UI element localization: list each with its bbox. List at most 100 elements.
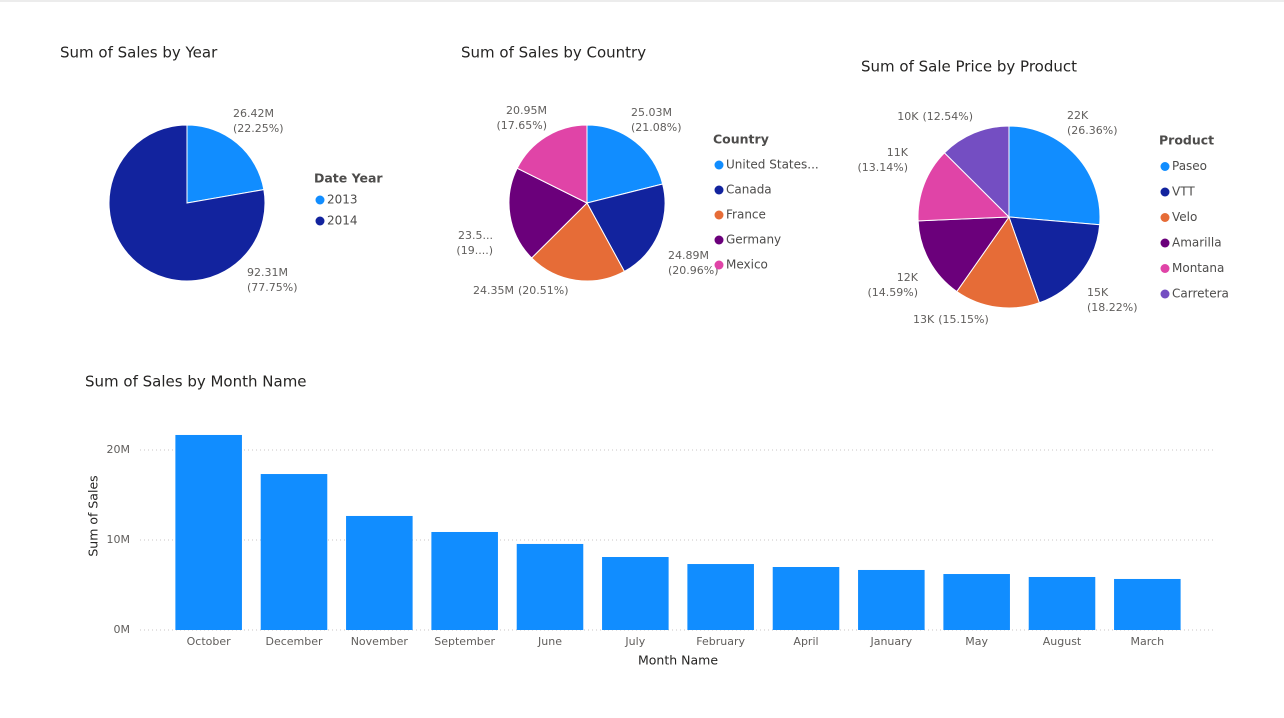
legend-marker: [1160, 213, 1170, 222]
data-label-value: 15K: [1087, 286, 1109, 299]
bar: [687, 564, 754, 630]
bar: [858, 569, 925, 630]
legend-label: VTT: [1172, 185, 1195, 199]
data-label-percent: (26.36%): [1067, 124, 1118, 137]
pie-slice: [586, 183, 666, 273]
x-tick-label: September: [434, 635, 495, 648]
bar: [602, 557, 669, 630]
data-label: 13K (15.15%): [913, 313, 989, 326]
data-label: 26.42M (22.25%): [233, 107, 284, 135]
x-tick-label: February: [696, 635, 745, 648]
pie-slice: [186, 124, 265, 204]
y-tick-label: 20M: [107, 443, 131, 456]
legend-title: Date Year: [314, 171, 383, 186]
pie-slice: [516, 124, 588, 204]
y-axis-title: Sum of Sales: [86, 475, 101, 556]
pie-slice: [956, 215, 1041, 309]
data-label-value: 26.42M: [233, 107, 274, 120]
legend-label: 2014: [327, 214, 358, 228]
data-label-value: 10K: [897, 110, 919, 123]
bar: [516, 543, 584, 630]
legend-label: Montana: [1172, 261, 1224, 275]
data-label: 12K (14.59%): [867, 271, 918, 299]
legend-label: Amarilla: [1172, 236, 1222, 250]
bar: [1028, 576, 1096, 630]
bar: [260, 474, 328, 630]
legend-marker: [1160, 187, 1170, 197]
bar: [943, 574, 1010, 630]
pie-slice: [943, 125, 1010, 219]
x-tick-label: August: [1043, 635, 1082, 648]
legend-label: Germany: [726, 233, 781, 247]
legend-marker: [714, 160, 724, 170]
legend-label: Canada: [726, 183, 772, 197]
chart-title: Sum of Sale Price by Product: [861, 58, 1077, 76]
legend-title: Product: [1159, 133, 1214, 148]
bar: [772, 567, 840, 630]
x-tick-label: March: [1131, 635, 1165, 648]
legend-label: Mexico: [726, 258, 768, 272]
x-tick-label: November: [351, 635, 409, 648]
data-label-percent: (14.59%): [867, 286, 918, 299]
data-label-value: 23.5...: [458, 229, 493, 242]
x-tick-label: January: [869, 635, 912, 648]
pie-slice: [917, 152, 1011, 222]
data-label-percent: (22.25%): [233, 122, 284, 135]
data-label: 24.89M (20.96%): [668, 249, 719, 277]
data-label-value: 12K: [897, 271, 919, 284]
x-tick-label: April: [793, 635, 818, 648]
legend-label: Carretera: [1172, 287, 1229, 301]
legend-marker: [315, 195, 325, 205]
data-label-value: 22K: [1067, 109, 1089, 122]
data-label: 20.95M (17.65%): [496, 104, 547, 132]
bar: [346, 515, 413, 630]
legend-label: France: [726, 208, 766, 222]
y-tick-label: 0M: [114, 623, 131, 636]
chart-title: Sum of Sales by Country: [461, 44, 646, 62]
data-label-percent: (15.15%): [938, 313, 989, 326]
legend-marker: [1160, 162, 1170, 171]
bar: [431, 531, 498, 630]
legend-label: Velo: [1172, 210, 1197, 224]
legend-marker: [1160, 264, 1170, 273]
legend-marker: [1160, 289, 1170, 299]
data-label-value: 24.89M: [668, 249, 709, 262]
data-label-percent: (77.75%): [247, 281, 298, 294]
x-tick-label: October: [187, 635, 231, 648]
pie-slice: [1008, 216, 1101, 304]
data-label-value: 11K: [887, 146, 909, 159]
legend-marker: [714, 185, 724, 195]
x-tick-label: July: [624, 635, 645, 648]
data-label: 11K (13.14%): [857, 146, 908, 174]
data-label: 25.03M (21.08%): [631, 106, 682, 134]
pie-slice: [108, 124, 266, 282]
legend-marker: [714, 235, 724, 245]
legend-marker: [315, 216, 325, 226]
legend-label: 2013: [327, 193, 358, 207]
y-tick-label: 10M: [107, 533, 131, 546]
data-label-percent: (17.65%): [496, 119, 547, 132]
pie-slice: [1008, 125, 1101, 226]
x-tick-label: December: [265, 635, 323, 648]
data-label-percent: (13.14%): [857, 161, 908, 174]
data-label: 15K (18.22%): [1087, 286, 1138, 314]
x-tick-label: May: [965, 635, 988, 648]
data-label-percent: (12.54%): [922, 110, 973, 123]
pie-slice: [917, 216, 1010, 293]
chart-title: Sum of Sales by Month Name: [85, 373, 307, 391]
bar: [1114, 578, 1181, 630]
pie-slice: [530, 202, 626, 282]
data-label: 22K (26.36%): [1067, 109, 1118, 137]
data-label: 10K (12.54%): [897, 110, 973, 123]
pie-slice: [508, 167, 588, 259]
legend-label: Paseo: [1172, 159, 1207, 173]
data-label-value: 92.31M: [247, 266, 288, 279]
data-label-percent: (19....): [456, 244, 493, 257]
data-label-percent: (18.22%): [1087, 301, 1138, 314]
x-tick-label: June: [537, 635, 562, 648]
data-label: 24.35M (20.51%): [473, 284, 569, 297]
legend-marker: [714, 210, 724, 220]
data-label-value: 25.03M: [631, 106, 672, 119]
data-label-value: 13K: [913, 313, 935, 326]
